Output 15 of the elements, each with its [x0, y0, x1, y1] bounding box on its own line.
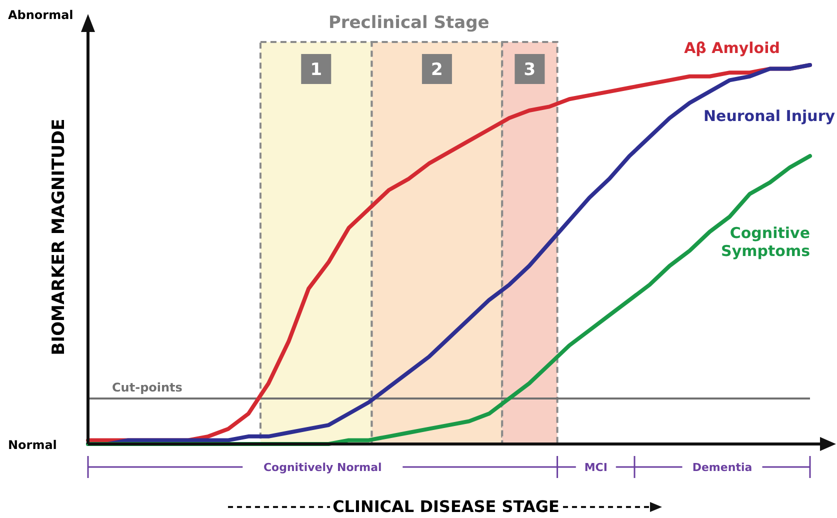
text: Dementia: [692, 461, 752, 474]
ref-line-label: Cut-points: [112, 380, 182, 395]
y-axis-title: BIOMARKER MAGNITUDE: [49, 118, 69, 356]
series-label: Cognitive Symptoms: [721, 224, 810, 260]
text: MCI: [584, 461, 608, 474]
x-axis-title: CLINICAL DISEASE STAGE: [332, 497, 560, 516]
text: Cognitively Normal: [263, 461, 382, 474]
text: Normal: [8, 438, 57, 452]
series-label: Neuronal Injury: [703, 107, 836, 125]
annotation: 1: [310, 60, 322, 80]
text: Preclinical Stage: [328, 13, 490, 33]
series-label: Aβ Amyloid: [684, 39, 780, 57]
annotation: 3: [524, 60, 536, 80]
text: Abnormal: [8, 8, 74, 22]
annotation: 2: [431, 60, 443, 80]
